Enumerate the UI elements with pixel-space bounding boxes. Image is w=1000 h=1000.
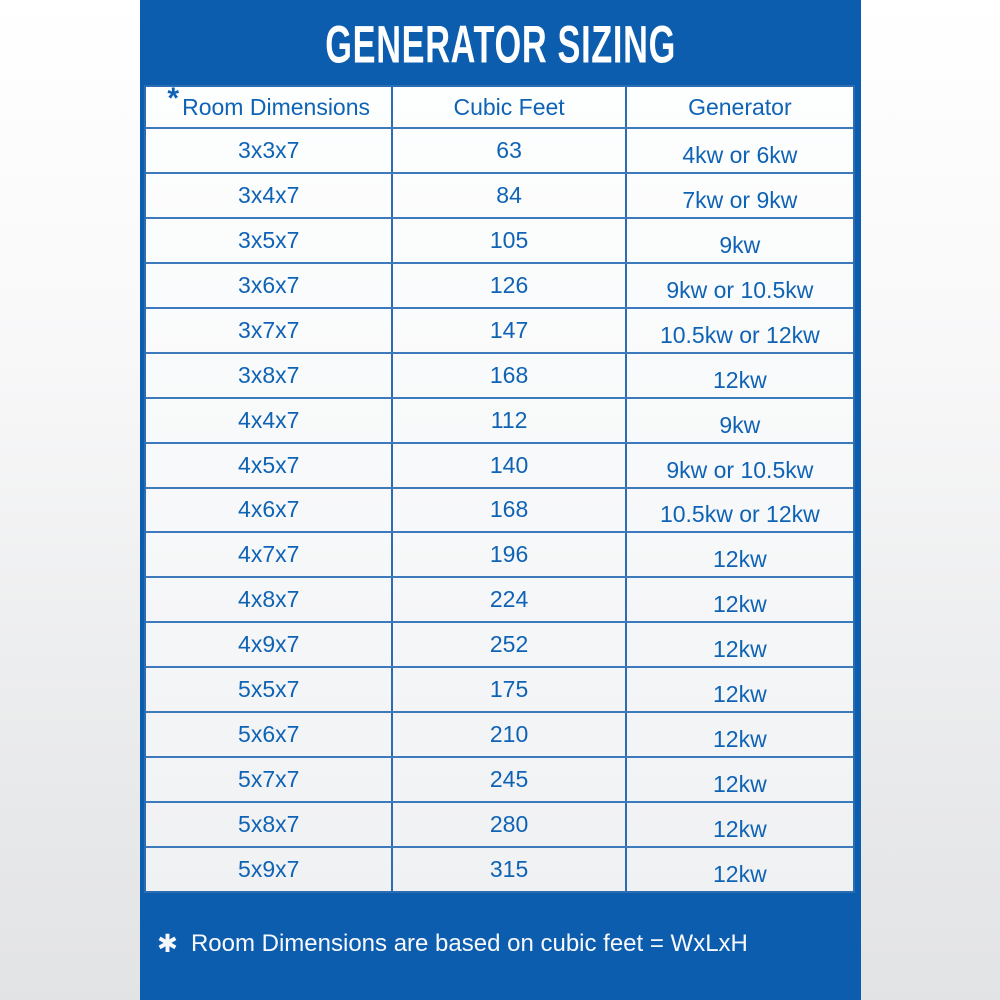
cell-cubic-feet: 126	[393, 263, 627, 307]
cell-room-dimensions: 4x5x7	[146, 443, 394, 487]
cell-cubic-feet: 315	[393, 848, 627, 891]
generator-sizing-panel: GENERATOR SIZING * Room Dimensions Cubic…	[140, 0, 861, 1000]
table-row: 4x7x7 196 12kw	[146, 531, 853, 577]
cell-cubic-feet: 280	[393, 803, 627, 847]
cell-cubic-feet: 168	[393, 353, 627, 397]
column-header-cubic-feet: Cubic Feet	[393, 87, 627, 127]
cell-generator: 12kw	[713, 816, 767, 843]
cell-generator: 10.5kw or 12kw	[659, 321, 820, 348]
cell-cubic-feet: 224	[393, 578, 627, 622]
cell-generator: 12kw	[713, 681, 767, 708]
cell-generator: 7kw or 9kw	[682, 186, 798, 213]
cell-cubic-feet: 84	[393, 173, 627, 217]
cell-room-dimensions: 5x9x7	[146, 848, 394, 891]
cell-generator: 12kw	[713, 861, 767, 888]
cell-room-dimensions: 4x8x7	[146, 578, 394, 622]
column-header-label: Room Dimensions	[182, 93, 371, 120]
footnote-asterisk-icon: ✱	[157, 930, 178, 958]
cell-room-dimensions: 4x9x7	[146, 623, 394, 667]
table-row: 5x5x7 175 12kw	[146, 666, 853, 712]
cell-generator: 9kw or 10.5kw	[666, 276, 814, 303]
table-row: 4x6x7 168 10.5kw or 12kw	[146, 486, 853, 532]
cell-cubic-feet: 112	[393, 398, 627, 442]
cell-room-dimensions: 5x7x7	[146, 758, 394, 802]
cell-room-dimensions: 3x3x7	[146, 129, 394, 172]
cell-cubic-feet: 245	[393, 758, 627, 802]
table-row: 3x3x7 63 4kw or 6kw	[146, 127, 853, 172]
cell-cubic-feet: 105	[393, 218, 627, 262]
table-row: 4x5x7 140 9kw or 10.5kw	[146, 441, 853, 487]
table-row: 4x4x7 112 9kw	[146, 396, 853, 442]
page-title: GENERATOR SIZING	[325, 14, 676, 75]
column-header-label: Generator	[688, 93, 792, 120]
cell-generator: 12kw	[713, 366, 767, 393]
cell-room-dimensions: 3x7x7	[146, 308, 394, 352]
title-band: GENERATOR SIZING	[140, 0, 861, 85]
table-row: 3x7x7 147 10.5kw or 12kw	[146, 306, 853, 352]
table-row: 3x6x7 126 9kw or 10.5kw	[146, 261, 853, 307]
cell-room-dimensions: 5x8x7	[146, 803, 394, 847]
cell-room-dimensions: 4x4x7	[146, 398, 394, 442]
cell-generator: 4kw or 6kw	[682, 141, 798, 168]
cell-cubic-feet: 147	[393, 308, 627, 352]
table-row: 5x9x7 315 12kw	[146, 846, 853, 891]
table-header-row: * Room Dimensions Cubic Feet Generator	[146, 84, 853, 127]
column-header-label: Cubic Feet	[453, 93, 565, 120]
cell-generator: 12kw	[713, 726, 767, 753]
cell-generator: 10.5kw or 12kw	[659, 501, 820, 528]
cell-generator: 9kw	[719, 411, 761, 438]
cell-cubic-feet: 196	[393, 533, 627, 577]
footnote-text: Room Dimensions are based on cubic feet …	[190, 929, 748, 957]
cell-generator: 12kw	[713, 636, 767, 663]
cell-generator: 9kw	[719, 231, 761, 258]
table-row: 3x4x7 84 7kw or 9kw	[146, 171, 853, 217]
cell-cubic-feet: 63	[393, 129, 627, 172]
table-row: 4x8x7 224 12kw	[146, 576, 853, 622]
cell-room-dimensions: 3x5x7	[146, 218, 394, 262]
table-row: 5x6x7 210 12kw	[146, 711, 853, 757]
cell-generator: 12kw	[713, 771, 767, 798]
cell-room-dimensions: 3x6x7	[146, 263, 394, 307]
cell-room-dimensions: 4x7x7	[146, 533, 394, 577]
cell-room-dimensions: 3x8x7	[146, 353, 394, 397]
column-header-generator: Generator	[627, 87, 853, 127]
cell-room-dimensions: 5x6x7	[146, 713, 394, 757]
table-row: 3x8x7 168 12kw	[146, 351, 853, 397]
cell-cubic-feet: 140	[393, 443, 627, 487]
sizing-table: * Room Dimensions Cubic Feet Generator 3…	[144, 84, 855, 893]
table-row: 4x9x7 252 12kw	[146, 621, 853, 667]
table-row: 3x5x7 105 9kw	[146, 216, 853, 262]
cell-cubic-feet: 210	[393, 713, 627, 757]
cell-cubic-feet: 168	[393, 488, 627, 532]
cell-generator: 12kw	[713, 546, 767, 573]
cell-cubic-feet: 175	[393, 668, 627, 712]
cell-cubic-feet: 252	[393, 623, 627, 667]
table-row: 5x7x7 245 12kw	[146, 756, 853, 802]
cell-generator: 12kw	[713, 591, 767, 618]
cell-room-dimensions: 5x5x7	[146, 668, 394, 712]
cell-room-dimensions: 3x4x7	[146, 173, 394, 217]
column-header-room-dimensions: * Room Dimensions	[146, 84, 394, 127]
cell-generator: 9kw or 10.5kw	[666, 456, 814, 483]
table-body: 3x3x7 63 4kw or 6kw 3x4x7 84 7kw or 9kw …	[146, 127, 853, 891]
footnote-band: ✱ Room Dimensions are based on cubic fee…	[140, 893, 861, 1000]
table-row: 5x8x7 280 12kw	[146, 801, 853, 847]
cell-room-dimensions: 4x6x7	[146, 488, 394, 532]
